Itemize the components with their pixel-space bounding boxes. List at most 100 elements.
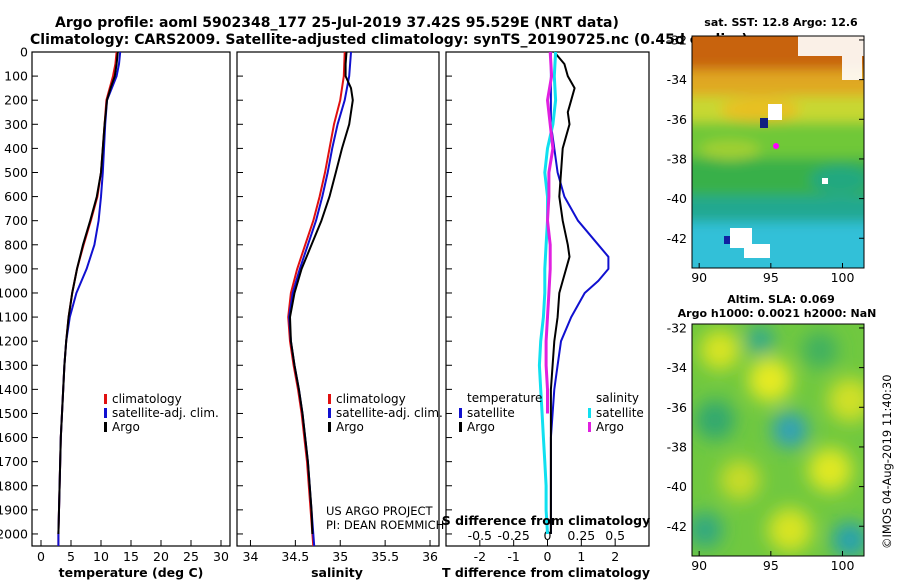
figure-title-line2: Climatology: CARS2009. Satellite-adjuste… [30, 32, 748, 48]
series-argo [289, 51, 354, 535]
sst-band-teal [692, 196, 864, 226]
s-diff-tick-label: 0 [544, 528, 552, 543]
sst-cloud-shadow2 [724, 236, 730, 244]
legend-swatch-climatology [328, 394, 331, 404]
pressure-tick-label: 1300 [0, 358, 28, 373]
map-x-tick-label: 95 [763, 558, 779, 573]
series-satellite-adj-clim- [57, 51, 122, 546]
sla-eddy-4 [828, 378, 864, 422]
map-y-tick-label: -32 [667, 320, 687, 335]
legend-label-argo: Argo [336, 420, 364, 434]
temperature-axis-label: temperature (deg C) [59, 565, 204, 580]
legend-label-t-satellite: satellite [467, 406, 515, 420]
difference-legend-salinity: salinity satellite Argo [588, 391, 644, 434]
sla-eddy-2 [748, 358, 792, 402]
sst-cloud-top [798, 36, 864, 56]
sst-map-field [692, 36, 864, 268]
pressure-tick-label: 1400 [0, 382, 28, 397]
pressure-tick-label: 1900 [0, 502, 28, 517]
sst-map-frame [691, 35, 865, 269]
sla-eddy-3 [802, 332, 838, 368]
legend-label-climatology: climatology [112, 392, 182, 406]
sla-eddy-1 [700, 330, 740, 370]
s-diff-tick-label: -0.25 [497, 528, 529, 543]
series-argo [57, 51, 119, 535]
x-tick-label: 5 [67, 549, 75, 564]
sla-eddy-11 [832, 522, 864, 556]
t-diff-tick-label: -2 [474, 549, 486, 564]
s-diff-tick-label: -0.5 [468, 528, 492, 543]
map-y-tick-label: -42 [667, 519, 687, 534]
salinity-series [287, 51, 354, 547]
figure-title-line1: Argo profile: aoml 5902348_177 25-Jul-20… [55, 15, 619, 31]
pressure-tick-label: 1600 [0, 430, 28, 445]
sla-field-eddies [692, 326, 864, 556]
map-y-tick-label: -34 [667, 72, 687, 87]
legend-heading-salinity: salinity [596, 391, 639, 405]
pressure-tick-label: 400 [4, 141, 28, 156]
pressure-tick-label: 1200 [0, 334, 28, 349]
legend-label-climatology: climatology [336, 392, 406, 406]
sst-cloud-right [842, 56, 862, 80]
difference-panel: -2 -1 0 1 2 -0.5 -0.25 0 0.25 0.5 T difference fr… [442, 51, 650, 580]
sla-eddy-12 [746, 326, 774, 354]
x-tick-label: 35.5 [371, 549, 399, 564]
map-y-tick-label: -36 [667, 112, 687, 127]
legend-swatch-satellite [328, 408, 331, 418]
t-diff-tick-label: 2 [611, 549, 619, 564]
series-s-argo [544, 51, 555, 414]
salinity-pressure-ticks [237, 51, 243, 535]
sst-cloud-shadow [760, 118, 768, 128]
pressure-tick-label: 700 [4, 213, 28, 228]
x-tick-label: 34 [243, 549, 259, 564]
difference-axis-ticks: -2 -1 0 1 2 -0.5 -0.25 0 0.25 0.5 [468, 528, 625, 564]
map-x-tick-label: 100 [831, 270, 855, 285]
sla-eddy-6 [772, 412, 808, 448]
map-y-tick-label: -36 [667, 400, 687, 415]
sst-band-cyan [692, 222, 864, 268]
map-y-tick-label: -38 [667, 151, 687, 166]
pressure-tick-label: 200 [4, 93, 28, 108]
salinity-panel-frame [236, 51, 440, 547]
x-tick-label: 0 [37, 549, 45, 564]
temperature-panel: 0100200300400500600700800900100011001200… [0, 45, 231, 580]
sst-patch-lime [700, 140, 760, 160]
sst-cloud-speck [822, 178, 828, 184]
pressure-tick-label: 1700 [0, 454, 28, 469]
series-climatology [57, 51, 118, 546]
map-x-tick-label: 100 [831, 558, 855, 573]
legend-swatch-argo [328, 422, 331, 432]
sst-map-title: sat. SST: 12.8 Argo: 12.6 [704, 16, 858, 29]
credit-pi: PI: DEAN ROEMMICH [326, 518, 444, 532]
pressure-tick-label: 1800 [0, 478, 28, 493]
legend-swatch-s-satellite [588, 408, 591, 418]
sla-map: Altim. SLA: 0.069 Argo h1000: 0.0021 h20… [667, 293, 877, 573]
salinity-legend: climatology satellite-adj. clim. Argo [328, 392, 443, 434]
pressure-tick-label: 2000 [0, 526, 28, 541]
sla-eddy-9 [692, 512, 723, 548]
series-satellite-adj-clim- [288, 51, 352, 547]
salinity-axis-label: salinity [311, 565, 363, 580]
s-diff-tick-label: 0.25 [567, 528, 595, 543]
temperature-series [57, 51, 122, 546]
map-x-tick-label: 90 [691, 270, 707, 285]
sla-map-field [692, 324, 864, 556]
pressure-tick-label: 600 [4, 189, 28, 204]
s-diff-tick-label: 0.5 [605, 528, 625, 543]
x-tick-label: 20 [153, 549, 169, 564]
x-tick-label: 30 [213, 549, 229, 564]
difference-legend-temperature: temperature satellite Argo [459, 391, 542, 434]
t-difference-axis-label: T difference from climatology [442, 565, 650, 580]
salinity-axis-ticks: 34 34.5 35 35.5 36 [243, 540, 438, 564]
legend-label-s-satellite: satellite [596, 406, 644, 420]
x-tick-label: 15 [123, 549, 139, 564]
temperature-panel-frame [31, 51, 231, 547]
sst-band-orange [692, 70, 864, 100]
map-x-tick-label: 95 [763, 270, 779, 285]
sst-map-ticks: 90 95 100 -32 -34 -36 -38 -40 -42 [667, 32, 864, 285]
t-diff-tick-label: 0 [544, 549, 552, 564]
legend-label-s-argo: Argo [596, 420, 624, 434]
sst-cloud-bottom2 [744, 244, 770, 258]
sst-cloud-mid [768, 104, 782, 120]
x-tick-label: 10 [93, 549, 109, 564]
